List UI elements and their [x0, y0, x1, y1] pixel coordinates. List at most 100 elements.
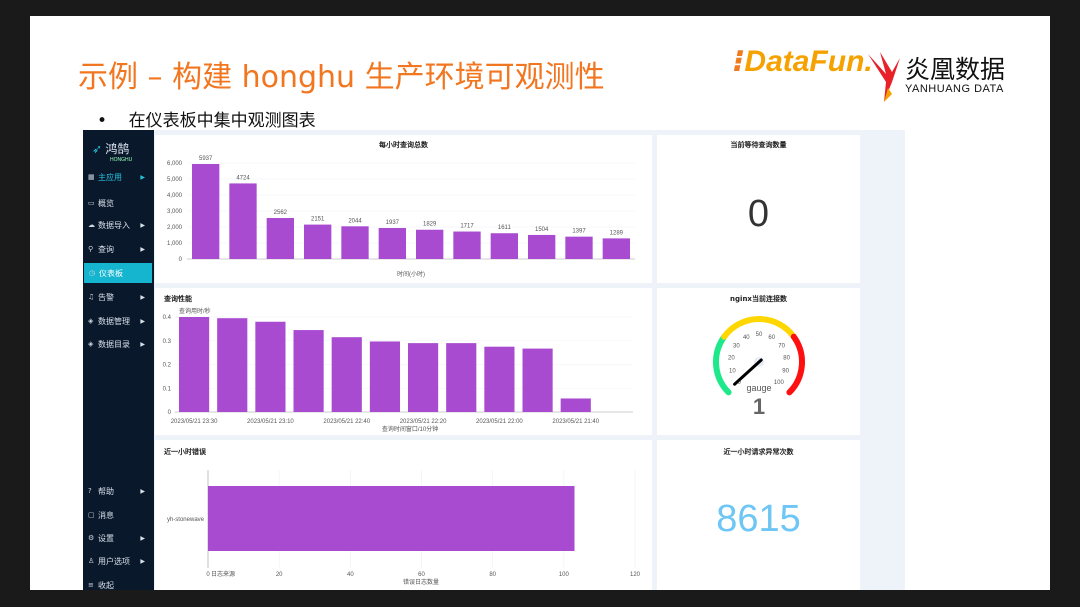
caret-right-icon: ▶: [140, 340, 145, 348]
panel-title: 近一小时错误: [164, 448, 206, 456]
gauge-label: gauge: [746, 383, 771, 393]
bar-data-label: 1717: [460, 224, 474, 230]
gauge-tick-label: 90: [782, 369, 789, 375]
caret-right-icon: ▶: [140, 557, 145, 565]
y-tick-label: 2,000: [167, 225, 183, 231]
bullet-text: • 在仪表板中集中观测图表: [97, 111, 316, 131]
bar: [255, 321, 286, 412]
bar: [293, 330, 324, 412]
bar-data-label: 2151: [311, 217, 325, 223]
sidebar-item-0-items[interactable]: ▦ 主应用 ▶: [83, 167, 154, 187]
bar: [217, 318, 248, 412]
panel-title: 查询性能: [164, 295, 192, 303]
x-axis-label: 时间(小时): [397, 270, 425, 278]
x-tick-label: 2023/05/21 23:30: [171, 419, 218, 425]
y-tick-label: 0: [179, 257, 183, 263]
bar: [408, 343, 439, 412]
sidebar-item-3-items[interactable]: ⚲ 查询 ▶: [83, 239, 154, 259]
sidebar-item-4-items[interactable]: ◷ 仪表板: [84, 263, 152, 283]
bar: [602, 238, 630, 259]
x-axis-label: 查询时间窗口/10分钟: [382, 425, 438, 433]
sidebar-item-label: 帮助: [98, 486, 114, 496]
collapse-icon: ≡: [88, 581, 94, 589]
caret-right-icon: ▶: [140, 317, 145, 325]
x-tick-label: 2023/05/21 22:20: [400, 419, 447, 425]
sidebar-item-label: 告警: [98, 292, 114, 302]
y-tick-label: 0.2: [163, 363, 172, 369]
sidebar-item-1-items[interactable]: ▭ 概览: [83, 193, 154, 213]
sidebar-item-0-bottom_items[interactable]: ? 帮助 ▶: [83, 481, 154, 501]
caret-right-icon: ▶: [140, 221, 145, 229]
panel-exceptions: 近一小时请求异常次数 8615: [657, 440, 860, 590]
y-axis-label: 日志来源: [211, 570, 235, 578]
y-tick-label: 3,000: [167, 209, 183, 215]
gauge-tick-label: 60: [768, 335, 775, 341]
bar-data-label: 2562: [274, 210, 288, 216]
sidebar-item-1-bottom_items[interactable]: ▢ 消息: [83, 505, 154, 525]
y-axis-label: 查询用时/秒: [179, 307, 211, 315]
x-tick-label: 100: [559, 572, 570, 578]
bar: [416, 229, 444, 259]
panel-waiting-queries: 当前等待查询数量 0: [657, 135, 860, 283]
x-tick-label: 2023/05/21 22:40: [323, 419, 370, 425]
bar: [304, 224, 332, 259]
gauge-band: [713, 333, 732, 396]
brand-name: 鸿鹄: [105, 142, 130, 156]
x-tick-label: 20: [276, 572, 283, 578]
x-tick-label: 80: [489, 572, 496, 578]
dashboard-icon: ◷: [89, 269, 96, 277]
bar: [369, 341, 400, 412]
bar: [522, 348, 553, 412]
message-icon: ▢: [88, 511, 95, 519]
monitor-icon: ▭: [88, 199, 95, 207]
bar-data-label: 1397: [572, 229, 586, 235]
bullet-label: 在仪表板中集中观测图表: [128, 111, 316, 131]
sidebar-item-5-items[interactable]: ♫ 告警 ▶: [83, 287, 154, 307]
sidebar-item-3-bottom_items[interactable]: ♙ 用户选项 ▶: [83, 551, 154, 571]
bar: [208, 486, 575, 551]
grid-icon: ▦: [88, 173, 95, 181]
gauge-tick-label: 30: [733, 344, 740, 350]
y-tick-label: 0.4: [163, 315, 172, 321]
gauge-tick-label: 100: [774, 380, 785, 386]
caret-right-icon: ▶: [140, 173, 145, 181]
datafun-logo: ⁝DataFun.: [733, 45, 873, 78]
gauge-tick-label: 0: [738, 380, 742, 386]
bar: [565, 236, 593, 259]
bar: [341, 226, 369, 259]
y-category-label: yh-stonewave: [167, 517, 205, 523]
bar: [560, 398, 591, 412]
gauge-tick-label: 20: [728, 356, 735, 362]
bar: [179, 317, 210, 412]
bar: [192, 164, 220, 259]
bar: [484, 346, 515, 412]
sidebar-item-label: 用户选项: [98, 556, 130, 566]
y-tick-label: 0.3: [163, 339, 172, 345]
bar: [378, 228, 406, 259]
sidebar-item-7-items[interactable]: ◈ 数据目录 ▶: [83, 334, 154, 354]
sidebar-item-2-items[interactable]: ☁ 数据导入 ▶: [83, 215, 154, 235]
caret-right-icon: ▶: [140, 487, 145, 495]
sidebar: [83, 130, 154, 590]
waiting-value: 0: [747, 193, 770, 235]
sidebar-item-label: 消息: [98, 510, 114, 520]
datafun-logo-text: DataFun.: [744, 45, 873, 78]
sidebar-item-2-bottom_items[interactable]: ⚙ 设置 ▶: [83, 528, 154, 548]
brand-logo: ➶ 鸿鹄 HONGHU: [92, 140, 132, 163]
bar: [229, 183, 257, 259]
bell-icon: ♫: [88, 293, 95, 301]
cloud-upload-icon: ☁: [88, 221, 95, 229]
x-tick-label: 40: [347, 572, 354, 578]
yanhuang-logo-en: YANHUANG DATA: [905, 83, 1004, 95]
caret-right-icon: ▶: [140, 293, 145, 301]
bar: [453, 231, 481, 259]
panel-title: 近一小时请求异常次数: [723, 448, 794, 456]
y-tick-label: 6,000: [167, 161, 183, 167]
sidebar-item-label: 收起: [98, 580, 114, 590]
sidebar-item-6-items[interactable]: ◈ 数据管理 ▶: [83, 311, 154, 331]
user-icon: ♙: [88, 557, 95, 565]
sidebar-item-label: 数据管理: [98, 316, 130, 326]
x-tick-label: 2023/05/21 23:10: [247, 419, 294, 425]
x-tick-label: 60: [418, 572, 425, 578]
sidebar-item-4-bottom_items[interactable]: ≡ 收起: [83, 575, 154, 595]
